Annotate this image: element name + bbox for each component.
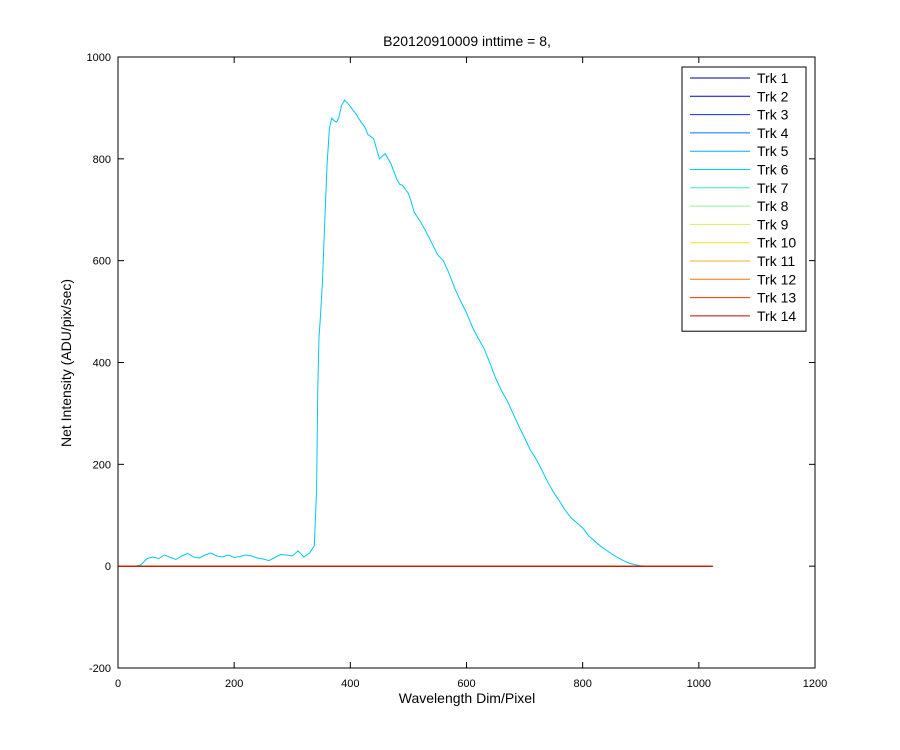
y-tick-label: 800 <box>93 154 111 166</box>
legend-entry: Trk 3 <box>757 107 789 123</box>
legend-entry: Trk 8 <box>757 198 789 214</box>
y-tick-label: 1000 <box>87 52 111 64</box>
x-axis-label: Wavelength Dim/Pixel <box>399 690 535 706</box>
y-tick-label: 600 <box>93 256 111 268</box>
x-tick-label: 200 <box>225 678 243 690</box>
y-tick-label: 400 <box>93 358 111 370</box>
legend: Trk 1 Trk 2 Trk 3 Trk 4 Trk 5 Trk 6 Trk 7 Trk 8… <box>681 66 807 332</box>
legend-entry: Trk 4 <box>757 125 789 141</box>
legend-entry: Trk 10 <box>757 235 796 251</box>
x-tick-label: 0 <box>115 678 121 690</box>
x-tick-label: 1200 <box>803 678 827 690</box>
y-tick-label: -200 <box>89 663 111 675</box>
x-tick-label: 600 <box>457 678 475 690</box>
legend-entry: Trk 1 <box>757 70 789 86</box>
chart-title: B20120910009 inttime = 8, <box>383 33 551 49</box>
legend-entry: Trk 2 <box>757 88 789 104</box>
legend-entry: Trk 11 <box>757 253 795 269</box>
legend-entry: Trk 6 <box>757 162 789 178</box>
series-line-trk-6 <box>118 99 713 567</box>
legend-entry: Trk 13 <box>757 290 796 306</box>
axis-ticks: 0 200 400 600 800 1000 1200 -200 0 200 400 600 800 10… <box>87 52 828 690</box>
legend-box <box>681 66 807 332</box>
x-tick-label: 1000 <box>687 678 711 690</box>
x-tick-label: 400 <box>341 678 359 690</box>
legend-entry: Trk 14 <box>757 308 796 324</box>
legend-entry: Trk 5 <box>757 143 789 159</box>
y-axis-label: Net Intensity (ADU/pix/sec) <box>58 279 74 447</box>
legend-entry: Trk 12 <box>757 271 796 287</box>
legend-entry: Trk 9 <box>757 216 789 232</box>
legend-entry: Trk 7 <box>757 180 789 196</box>
series-layer <box>118 99 713 567</box>
y-tick-label: 200 <box>93 459 111 471</box>
y-tick-label: 0 <box>105 561 111 573</box>
x-tick-label: 800 <box>573 678 591 690</box>
